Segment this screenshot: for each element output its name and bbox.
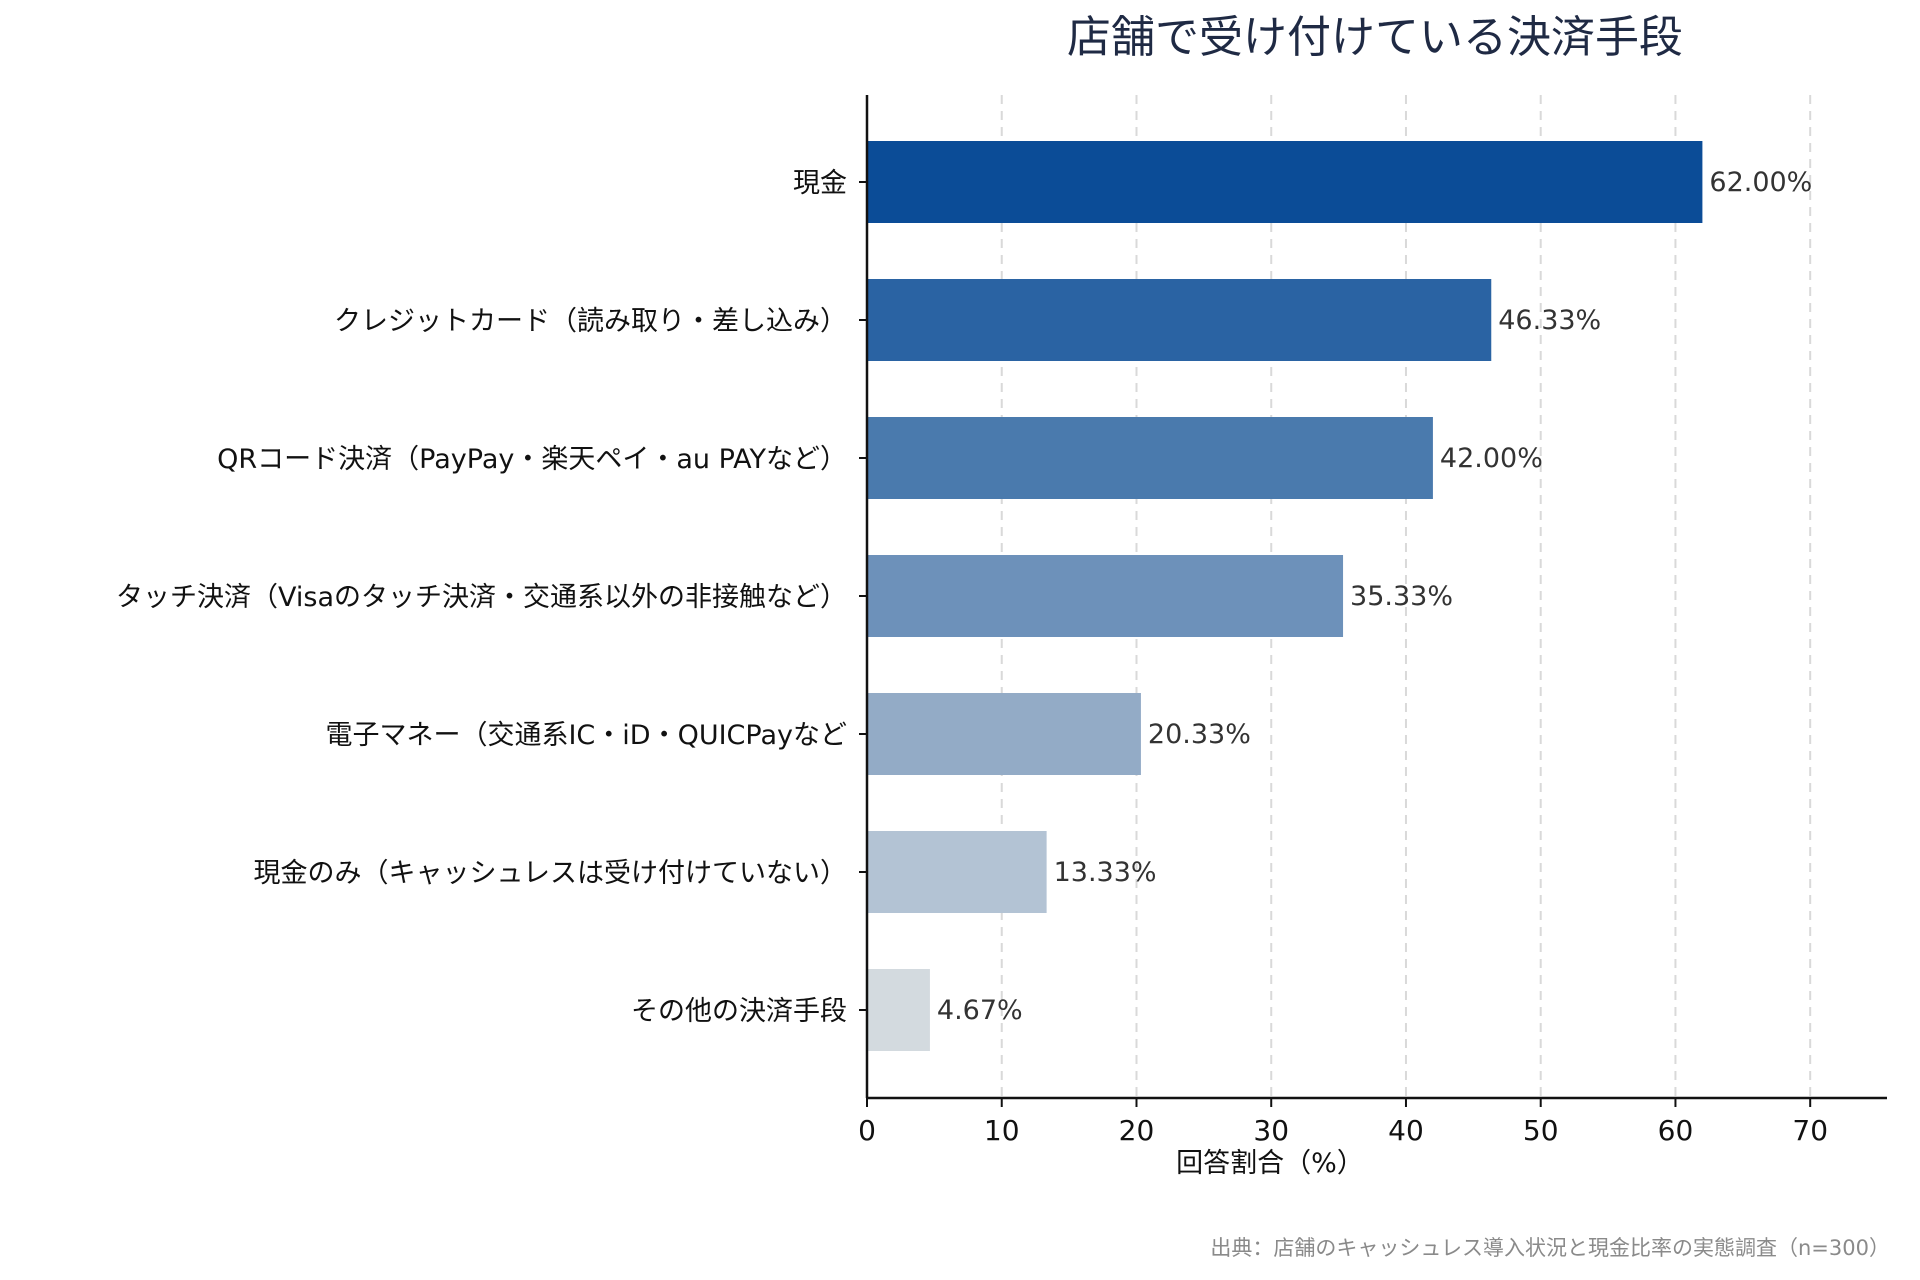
- bar: [867, 969, 930, 1051]
- bar: [867, 555, 1344, 637]
- x-tick-label: 0: [858, 1114, 876, 1147]
- chart-title: 店舗で受け付けている決済手段: [1067, 12, 1683, 63]
- value-label: 35.33%: [1350, 581, 1453, 612]
- category-label: 現金のみ（キャッシュレスは受け付けていない）: [254, 858, 847, 889]
- bars: [867, 141, 1703, 1051]
- bar: [867, 831, 1047, 913]
- x-tick-label: 50: [1523, 1114, 1559, 1147]
- value-label: 20.33%: [1148, 719, 1251, 750]
- category-label: その他の決済手段: [631, 996, 847, 1027]
- x-tick-label: 20: [1119, 1114, 1155, 1147]
- x-tick-label: 70: [1792, 1114, 1828, 1147]
- bar: [867, 279, 1492, 361]
- category-label: クレジットカード（読み取り・差し込み）: [334, 306, 847, 337]
- x-tick-label: 30: [1253, 1114, 1289, 1147]
- value-label: 42.00%: [1440, 443, 1543, 474]
- x-tick-label: 40: [1388, 1114, 1424, 1147]
- x-axis-title: 回答割合（%）: [1176, 1148, 1364, 1179]
- bar: [867, 141, 1703, 223]
- value-label: 13.33%: [1054, 857, 1157, 888]
- bar: [867, 417, 1433, 499]
- x-tick-label: 10: [984, 1114, 1020, 1147]
- value-label: 4.67%: [937, 995, 1023, 1026]
- category-label: QRコード決済（PayPay・楽天ペイ・au PAYなど）: [217, 444, 847, 475]
- category-label: 現金: [793, 168, 847, 199]
- axes: 0 10 20 30 40 50 60 70: [858, 95, 1887, 1147]
- x-tick-label: 60: [1658, 1114, 1694, 1147]
- category-label: タッチ決済（Visaのタッチ決済・交通系以外の非接触など）: [116, 582, 847, 613]
- labels: 現金 62.00% クレジットカード（読み取り・差し込み） 46.33% QRコード決済…: [116, 167, 1812, 1027]
- value-label: 62.00%: [1709, 167, 1812, 198]
- category-label: 電子マネー（交通系IC・iD・QUICPayなど: [325, 720, 847, 751]
- source-note: 出典：店舗のキャッシュレス導入状況と現金比率の実態調査（n=300）: [1210, 1236, 1890, 1260]
- value-label: 46.33%: [1498, 305, 1601, 336]
- bar: [867, 693, 1141, 775]
